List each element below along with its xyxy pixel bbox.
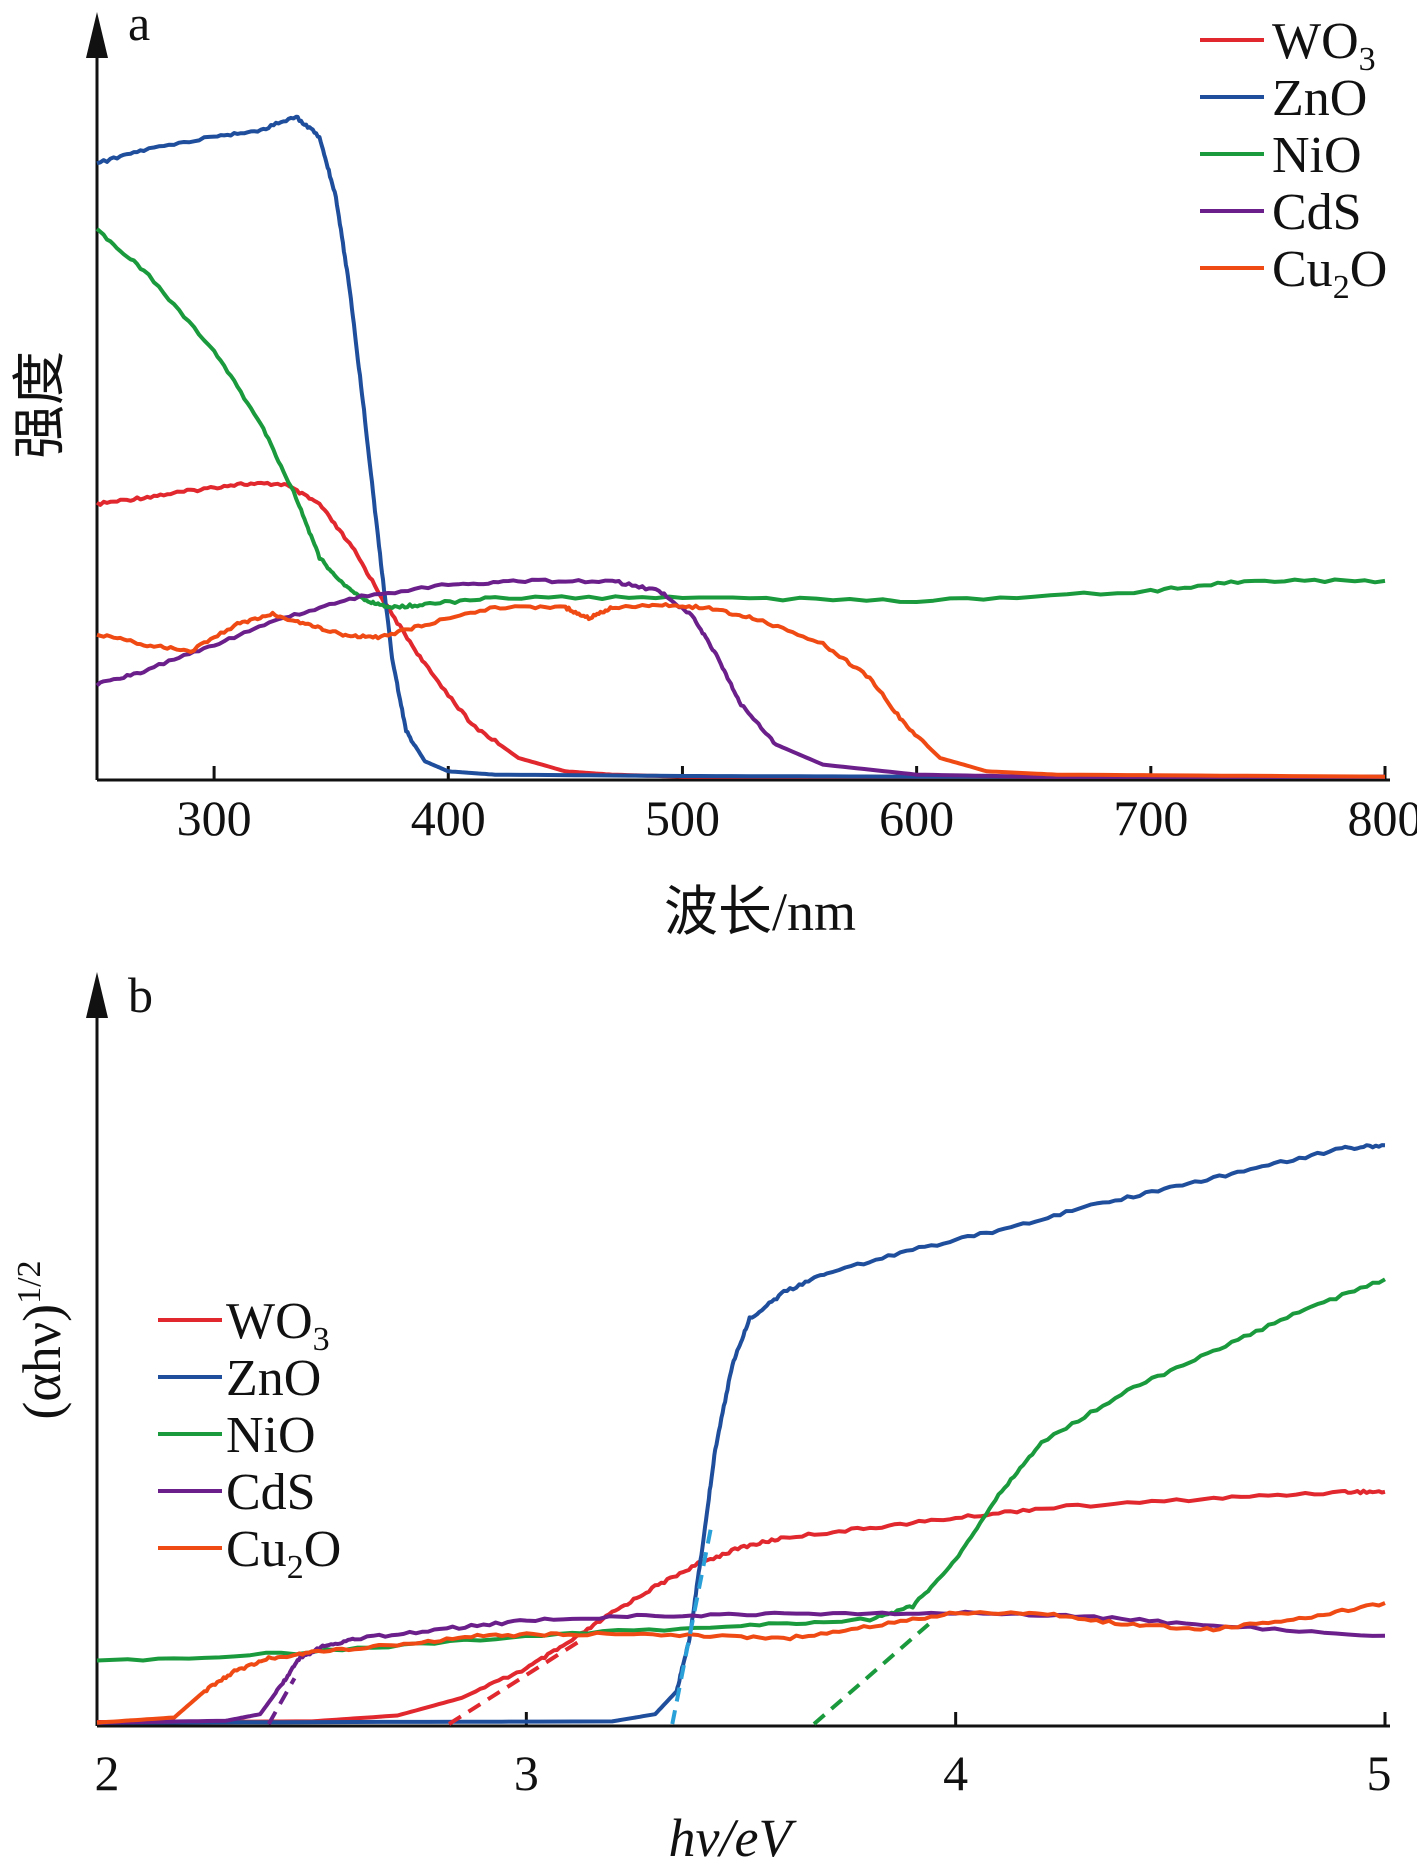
x-tick-label: 800 (1348, 790, 1417, 846)
panel-b-y-label: (αhν)1/2 (11, 1260, 72, 1419)
panel-a-ticks: 300 400 500 600 700 800 (177, 766, 1417, 846)
x-tick-label: 700 (1113, 790, 1188, 846)
tangent-line (447, 1640, 579, 1726)
legend-entry: WO3 (226, 1293, 330, 1358)
panel-a-letter: a (128, 0, 150, 51)
x-tick-label: 2 (95, 1745, 120, 1801)
legend-entry: NiO (1272, 127, 1362, 184)
series-line (96, 114, 1385, 779)
series-line (95, 577, 1385, 779)
tangent-line (812, 1617, 936, 1726)
tangent-line (670, 1527, 713, 1725)
panel-a-y-arrow (86, 12, 108, 58)
x-tick-label: 3 (514, 1745, 539, 1801)
x-tick-label: 600 (879, 790, 954, 846)
panel-b-tangent-lines (266, 1527, 936, 1726)
panel-b-ticks: 2 3 4 5 (95, 1712, 1392, 1801)
legend-entry: WO3 (1272, 13, 1376, 78)
legend-entry: ZnO (226, 1350, 321, 1407)
panel-b-letter: b (128, 967, 153, 1023)
legend-entry: ZnO (1272, 70, 1367, 127)
panel-a-x-label: 波长/nm (664, 882, 856, 942)
legend-entry: NiO (226, 1407, 316, 1464)
series-line (96, 1601, 1386, 1725)
series-line (95, 227, 1386, 610)
panel-b-x-label: hν/eV (669, 1808, 798, 1866)
series-line (97, 1488, 1386, 1724)
x-tick-label: 300 (177, 790, 252, 846)
x-tick-label: 4 (943, 1745, 968, 1801)
x-tick-label: 400 (411, 790, 486, 846)
panel-b-series (96, 1143, 1386, 1725)
x-tick-label: 500 (645, 790, 720, 846)
panel-b-y-arrow (86, 972, 108, 1018)
series-line (96, 1143, 1386, 1725)
x-tick-label: 5 (1367, 1745, 1392, 1801)
series-line (95, 480, 1385, 779)
legend-entry: Cu2O (1272, 241, 1387, 306)
legend-entry: Cu2O (226, 1521, 341, 1586)
panel-a-y-label: 强度 (10, 351, 70, 459)
legend-entry: CdS (1272, 184, 1362, 241)
tangent-line (266, 1677, 297, 1725)
panel-a-series (95, 114, 1386, 779)
series-line (96, 602, 1386, 779)
legend-entry: CdS (226, 1464, 316, 1521)
series-line (96, 1277, 1386, 1663)
